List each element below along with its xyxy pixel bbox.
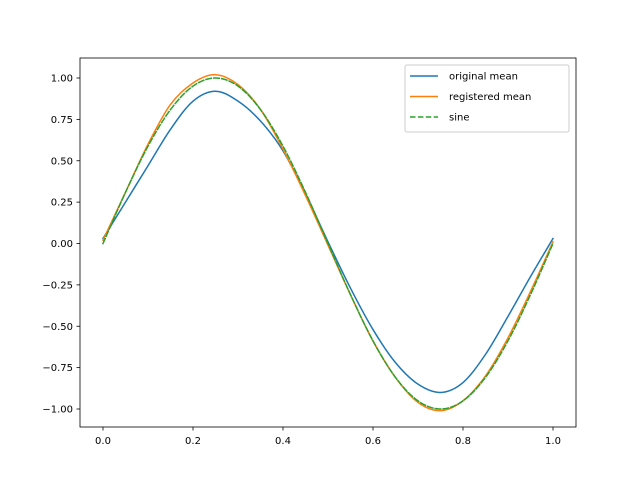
series-line-sine [102, 77, 554, 410]
x-tick-label: 0.0 [95, 436, 111, 447]
axes-frame [79, 57, 577, 428]
y-tick-label: 1.00 [51, 74, 73, 85]
x-tick-label: 0.2 [185, 436, 201, 447]
plot-area [101, 73, 555, 412]
legend: original mean registered mean sine [404, 64, 570, 133]
x-axis: 0.0 0.2 0.4 0.6 0.8 1.0 [95, 427, 561, 447]
y-tick-label: −0.25 [42, 280, 73, 291]
y-tick-label: 0.00 [51, 239, 73, 250]
y-tick-label: 0.50 [51, 156, 73, 167]
legend-label: sine [449, 113, 469, 124]
x-tick-label: 0.4 [275, 436, 291, 447]
y-tick-label: −0.50 [42, 322, 73, 333]
legend-label: registered mean [449, 92, 531, 103]
y-axis: 1.00 0.75 0.50 0.25 0.00 −0.25 −0.50 −0.75 −1.00 [42, 74, 80, 416]
y-tick-label: 0.25 [51, 198, 73, 209]
x-tick-label: 0.8 [455, 436, 471, 447]
x-tick-label: 0.6 [365, 436, 381, 447]
legend-label: original mean [449, 72, 518, 83]
y-tick-label: −1.00 [42, 405, 73, 416]
legend-box [404, 64, 570, 133]
x-tick-label: 1.0 [545, 436, 561, 447]
y-tick-label: −0.75 [42, 363, 73, 374]
y-tick-label: 0.75 [51, 115, 73, 126]
